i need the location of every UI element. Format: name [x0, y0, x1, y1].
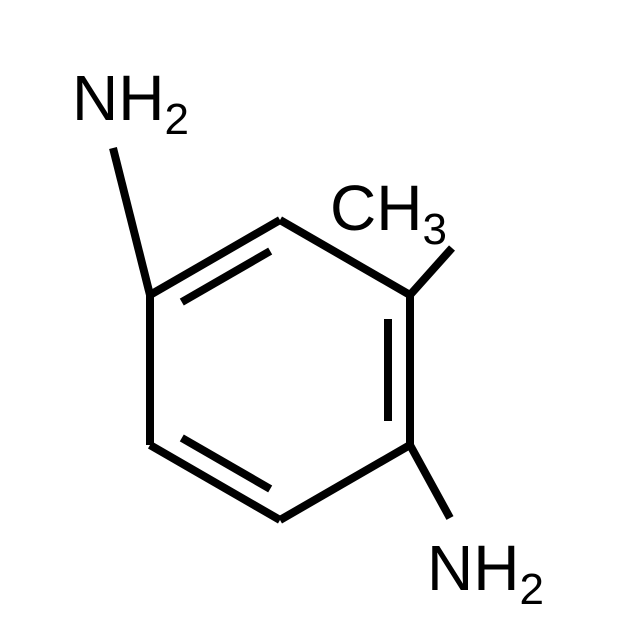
- atom-label: NH2: [427, 532, 544, 614]
- label-layer: NH2 CH3 NH2: [72, 62, 544, 614]
- atom-label: NH2: [72, 62, 189, 144]
- molecule-diagram: NH2 CH3 NH2: [0, 0, 640, 637]
- atom-label: CH3: [330, 172, 447, 254]
